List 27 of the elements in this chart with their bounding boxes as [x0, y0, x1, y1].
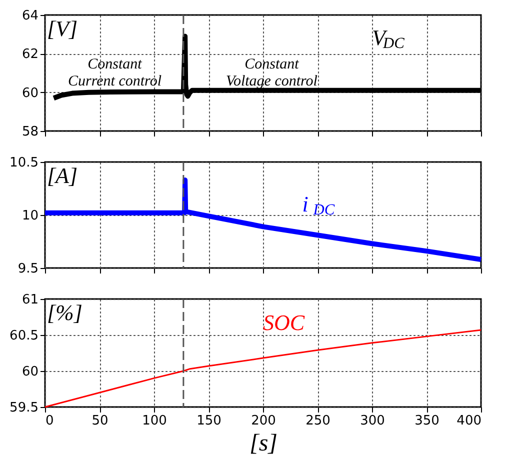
x-tick-label: 250 — [306, 414, 330, 428]
y-tick-label: 60.5 — [10, 328, 38, 344]
x-tick-label: 400 — [456, 414, 482, 428]
y-tick-label: 58 — [22, 124, 38, 140]
annotation: Constant Voltage control — [226, 56, 318, 90]
x-tick-label: 0 — [46, 414, 54, 428]
x-tick-label: 350 — [414, 414, 440, 428]
annotation: Constant Current control — [68, 56, 162, 90]
y-axis-title: [V] — [47, 16, 78, 41]
y-tick-label: 61 — [22, 292, 38, 308]
y-tick-label: 64 — [22, 8, 38, 24]
x-tick-label: 300 — [360, 414, 385, 428]
series-label: SOC — [263, 310, 305, 335]
x-tick-label: 200 — [251, 414, 276, 428]
y-axis-title: [%] — [47, 300, 82, 325]
y-tick-label: 62 — [22, 47, 38, 62]
y-tick-label: 60 — [22, 86, 38, 101]
x-axis-title: [s] — [249, 430, 278, 456]
x-tick-label: 100 — [142, 414, 167, 428]
y-tick-label: 10 — [22, 208, 38, 224]
y-tick-label: 10.5 — [10, 156, 38, 170]
y-tick-label: 59.5 — [10, 400, 38, 416]
x-tick-label: 50 — [92, 414, 108, 428]
x-tick-label: 150 — [196, 414, 222, 428]
y-tick-label: 60 — [22, 364, 38, 380]
y-tick-label: 9.5 — [18, 262, 38, 276]
y-axis-title: [A] — [47, 163, 78, 188]
